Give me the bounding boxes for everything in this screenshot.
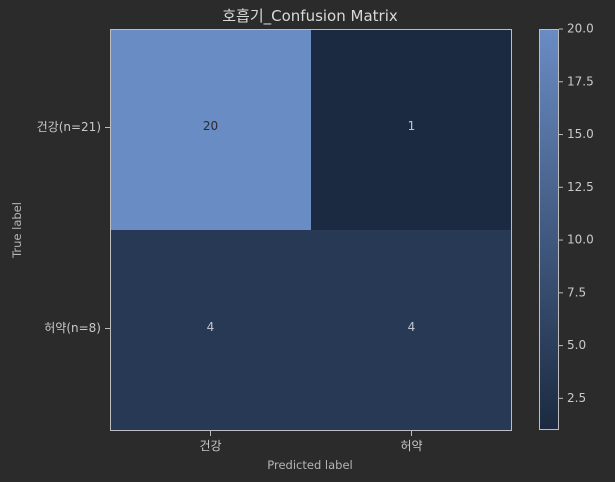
heatmap-cell xyxy=(311,230,512,431)
colorbar-frame xyxy=(539,29,559,430)
colorbar xyxy=(539,29,559,430)
x-tick-label: 허약 xyxy=(400,438,422,453)
colorbar-tick-label: 12.5 xyxy=(567,180,594,194)
x-tick-label: 건강 xyxy=(199,439,221,453)
colorbar-tick-label: 20.0 xyxy=(567,22,594,36)
cell-value-label: 20 xyxy=(203,119,218,133)
colorbar-tick-label: 5.0 xyxy=(567,338,586,352)
cell-value-label: 4 xyxy=(207,320,215,334)
chart-title: 호흡기_Confusion Matrix xyxy=(222,7,398,26)
heatmap-cell xyxy=(311,29,512,230)
cell-value-label: 1 xyxy=(408,119,416,133)
colorbar-tick-label: 2.5 xyxy=(567,391,586,405)
y-axis-ticks: 건강(n=21) 허약(n=8) xyxy=(37,120,110,335)
colorbar-tick-label: 15.0 xyxy=(567,127,594,141)
colorbar-tick-label: 17.5 xyxy=(567,74,594,88)
colorbar-ticks: 2.5 5.0 7.5 10.0 12.5 15.0 17.5 20.0 xyxy=(559,22,594,405)
colorbar-tick-label: 10.0 xyxy=(567,233,594,247)
y-tick-label: 허약(n=8) xyxy=(44,320,101,335)
x-axis-ticks: 건강 허약 xyxy=(199,431,423,453)
heatmap-cell xyxy=(110,29,311,230)
plot-frame xyxy=(110,29,512,431)
x-axis-label: Predicted label xyxy=(267,458,352,472)
colorbar-tick-label: 7.5 xyxy=(567,285,586,299)
y-axis-label: True label xyxy=(10,202,24,259)
heatmap-cells: 20 1 4 4 xyxy=(110,29,512,431)
heatmap-cell xyxy=(110,230,311,431)
y-tick-label: 건강(n=21) xyxy=(37,120,101,134)
cell-value-label: 4 xyxy=(408,320,416,334)
